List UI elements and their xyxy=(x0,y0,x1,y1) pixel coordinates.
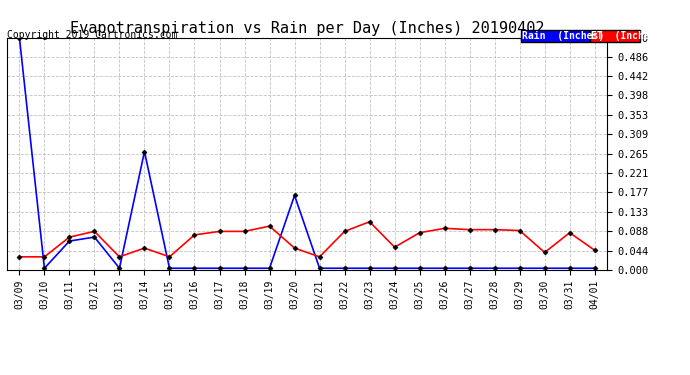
Text: Rain  (Inches): Rain (Inches) xyxy=(522,31,604,41)
Title: Evapotranspiration vs Rain per Day (Inches) 20190402: Evapotranspiration vs Rain per Day (Inch… xyxy=(70,21,544,36)
Text: Copyright 2019 Cartronics.com: Copyright 2019 Cartronics.com xyxy=(7,30,177,40)
Text: ET  (Inches): ET (Inches) xyxy=(591,31,662,41)
